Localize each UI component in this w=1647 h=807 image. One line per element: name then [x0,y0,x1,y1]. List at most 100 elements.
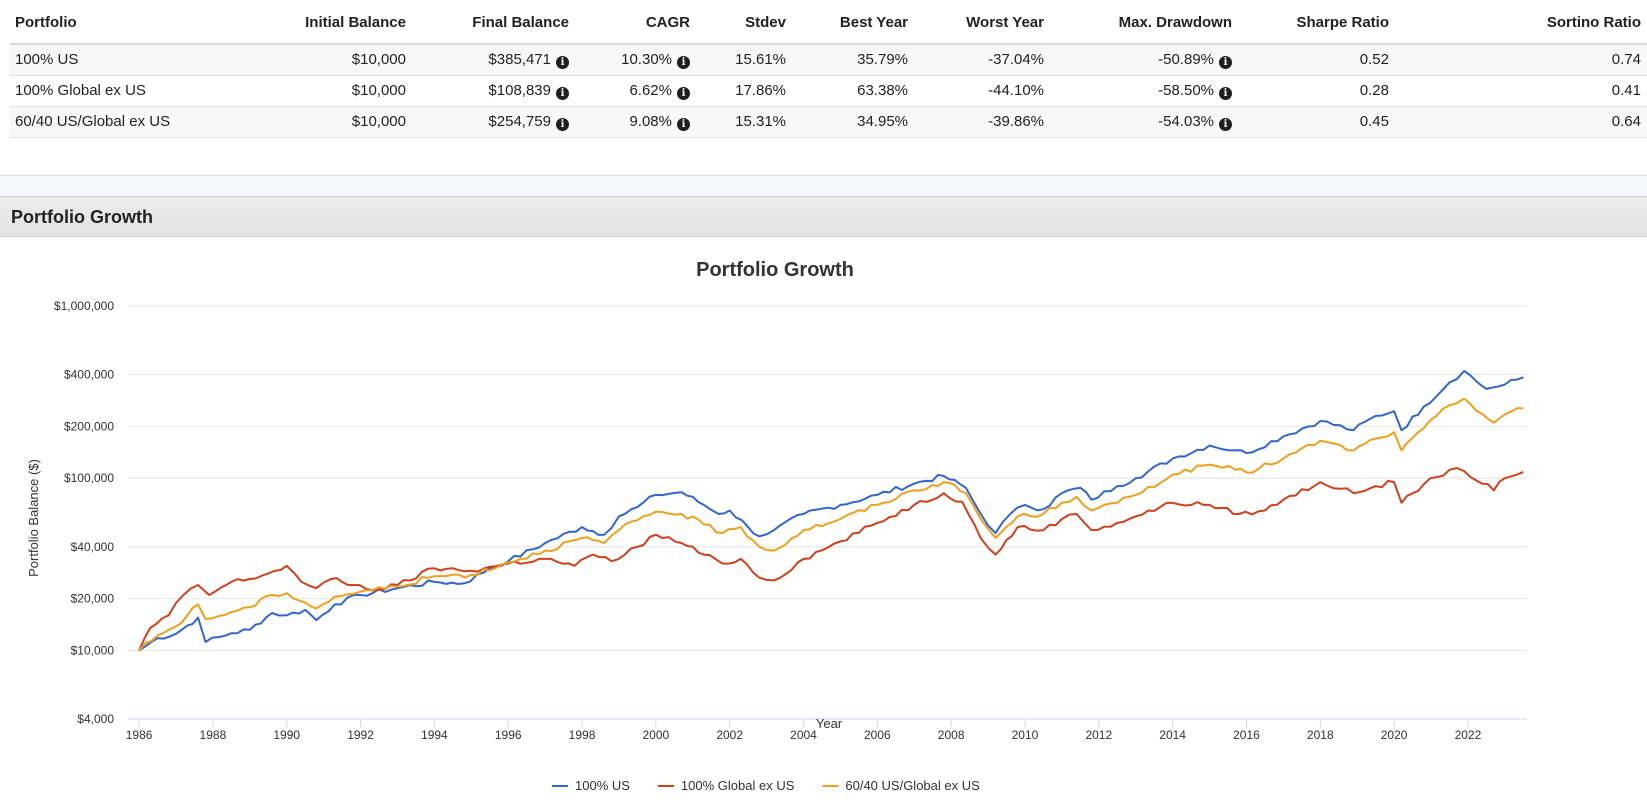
y-tick-label: $200,000 [64,419,114,433]
x-tick-label: 2000 [643,728,670,742]
info-circle-icon[interactable]: i [1219,117,1232,131]
cell-value: -58.50% [1158,81,1214,99]
cell-final-balance: $254,759 i [412,106,575,138]
table-row: 100% US $10,000 $385,471 i 10.30% i 15.61%… [10,44,1647,76]
info-circle-icon[interactable]: i [556,86,569,100]
cell-max-drawdown: -54.03% i [1050,106,1238,138]
x-tick-label: 2002 [716,728,743,742]
col-header-portfolio[interactable]: Portfolio [10,0,250,45]
cell-initial-balance: $10,000 [250,106,412,138]
cell-value: $254,759 [488,112,551,130]
y-tick-label: $10,000 [71,643,115,657]
cell-final-balance: $108,839 i [412,75,575,107]
info-circle-icon[interactable]: i [677,117,690,131]
x-tick-label: 1994 [421,728,448,742]
legend-label: 100% US [575,778,630,793]
cell-value: $385,471 [488,50,551,68]
section-divider [0,175,1647,196]
cell-portfolio: 100% Global ex US [10,75,250,107]
x-tick-label: 2010 [1012,728,1039,742]
col-header-best-year[interactable]: Best Year [792,0,914,45]
legend-label: 100% Global ex US [681,778,795,793]
legend-item[interactable]: 100% Global ex US [657,778,795,793]
y-tick-label: $1,000,000 [54,299,114,313]
x-tick-label: 2016 [1233,728,1260,742]
y-tick-label: $4,000 [77,712,114,726]
x-tick-label: 1998 [569,728,596,742]
summary-table-container: Portfolio Initial Balance Final Balance … [10,0,1647,138]
cell-portfolio: 60/40 US/Global ex US [10,106,250,138]
x-tick-label: 2004 [790,728,817,742]
section-title: Portfolio Growth [11,207,153,227]
info-circle-icon[interactable]: i [677,86,690,100]
cell-initial-balance: $10,000 [250,75,412,107]
cell-max-drawdown: -50.89% i [1050,44,1238,76]
x-tick-label: 2012 [1085,728,1112,742]
series-line[interactable] [138,397,1524,652]
legend-item[interactable]: 100% US [552,778,630,793]
col-header-sortino-ratio[interactable]: Sortino Ratio [1395,0,1647,45]
x-tick-label: 1986 [126,728,153,742]
section-header-portfolio-growth: Portfolio Growth [0,196,1647,237]
col-header-stdev[interactable]: Stdev [696,0,792,45]
cell-worst-year: -44.10% [914,75,1050,107]
y-tick-label: $40,000 [71,540,115,554]
cell-value: -54.03% [1158,112,1214,130]
cell-stdev: 17.86% [696,75,792,107]
cell-value: 6.62% [629,81,672,99]
portfolio-summary-table: Portfolio Initial Balance Final Balance … [10,0,1647,138]
x-tick-label: 1992 [347,728,374,742]
cell-sortino-ratio: 0.74 [1395,44,1647,76]
x-tick-label: 1996 [495,728,522,742]
cell-stdev: 15.31% [696,106,792,138]
series-line[interactable] [138,467,1524,651]
x-tick-label: 2022 [1455,728,1482,742]
legend-item[interactable]: 60/40 US/Global ex US [822,778,980,793]
info-circle-icon[interactable]: i [556,117,569,131]
info-circle-icon[interactable]: i [556,55,569,69]
chart-title: Portfolio Growth [696,259,854,281]
cell-sharpe-ratio: 0.52 [1238,44,1395,76]
info-circle-icon[interactable]: i [1219,55,1232,69]
x-tick-label: 2014 [1159,728,1186,742]
x-axis: 1986 1988 1990 1992 1994 1996 1998 2000 2002 2004… [126,718,1527,742]
cell-cagr: 9.08% i [575,106,696,138]
cell-sharpe-ratio: 0.45 [1238,106,1395,138]
x-tick-label: 2020 [1381,728,1408,742]
col-header-max-drawdown[interactable]: Max. Drawdown [1050,0,1238,45]
cell-worst-year: -37.04% [914,44,1050,76]
portfolio-growth-chart: Portfolio Growth $4,000 $10,000 $20,000 $40… [0,238,1647,807]
cell-sortino-ratio: 0.64 [1395,106,1647,138]
col-header-final-balance[interactable]: Final Balance [412,0,575,45]
cell-worst-year: -39.86% [914,106,1050,138]
cell-best-year: 35.79% [792,44,914,76]
legend-label: 60/40 US/Global ex US [845,778,980,793]
legend[interactable]: 100% US 100% Global ex US 60/40 US/Global … [552,778,980,793]
col-header-cagr[interactable]: CAGR [575,0,696,45]
y-tick-label: $400,000 [64,368,114,382]
info-circle-icon[interactable]: i [677,55,690,69]
col-header-initial-balance[interactable]: Initial Balance [250,0,412,45]
y-tick-label: $20,000 [71,592,115,606]
series-layer [138,369,1524,652]
cell-value: $108,839 [488,81,551,99]
cell-sharpe-ratio: 0.28 [1238,75,1395,107]
chart-svg: Portfolio Growth $4,000 $10,000 $20,000 $40… [26,259,1527,793]
y-axis: $4,000 $10,000 $20,000 $40,000 $100,000 $200,… [54,299,114,726]
col-header-worst-year[interactable]: Worst Year [914,0,1050,45]
info-circle-icon[interactable]: i [1219,86,1232,100]
x-tick-label: 2006 [864,728,891,742]
table-row: 60/40 US/Global ex US $10,000 $254,759 i … [10,106,1647,138]
cell-final-balance: $385,471 i [412,44,575,76]
cell-best-year: 34.95% [792,106,914,138]
cell-cagr: 6.62% i [575,75,696,107]
table-header-row: Portfolio Initial Balance Final Balance … [10,0,1647,45]
col-header-sharpe-ratio[interactable]: Sharpe Ratio [1238,0,1395,45]
x-tick-label: 2008 [938,728,965,742]
x-tick-label: 1988 [200,728,227,742]
series-line[interactable] [138,369,1524,652]
x-tick-label: 2018 [1307,728,1334,742]
cell-max-drawdown: -58.50% i [1050,75,1238,107]
y-tick-label: $100,000 [64,471,114,485]
x-axis-title: Year [816,716,843,731]
